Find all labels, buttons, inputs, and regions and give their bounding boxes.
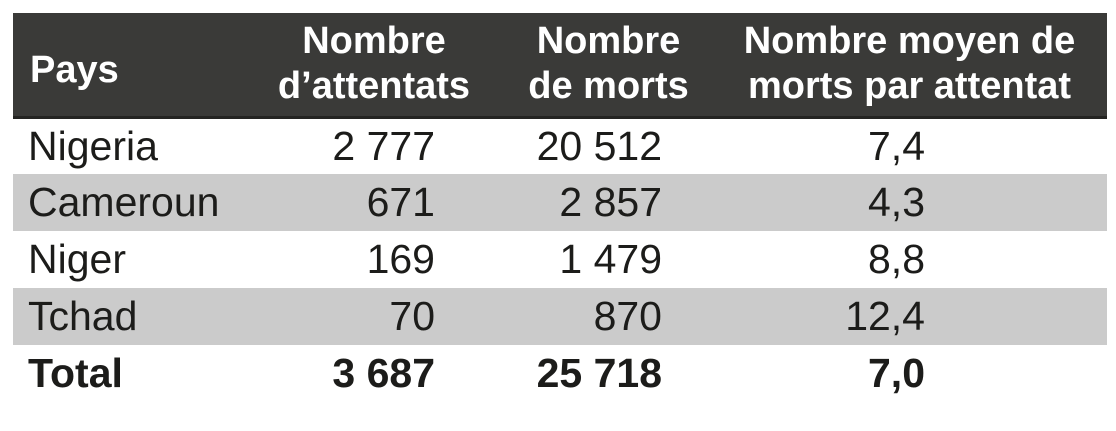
cell-attacks: 169 (366, 235, 435, 282)
header-attentats-line1: Nombre (302, 19, 446, 62)
cell-total-deaths: 25 718 (505, 345, 712, 402)
attacks-by-country-table: Pays Nombre d’attentats Nombre de morts … (13, 13, 1107, 402)
header-morts-line1: Nombre (536, 19, 681, 62)
table-header-row: Pays Nombre d’attentats Nombre de morts … (13, 13, 1107, 119)
cell-deaths: 2 857 (505, 174, 712, 231)
header-nombre-attentats: Nombre d’attentats (243, 13, 505, 119)
cell-deaths: 1 479 (559, 235, 662, 282)
table-row-total: Total 3 687 25 718 7,0 (13, 345, 1107, 402)
cell-country: Nigeria (28, 122, 158, 169)
cell-average: 12,4 (712, 288, 1107, 345)
header-moyenne-line2: morts par attentat (747, 65, 1072, 108)
cell-country: Cameroun (13, 174, 243, 231)
table-row-cameroun: Cameroun 671 2 857 4,3 (13, 174, 1107, 231)
cell-total-label: Total (13, 345, 243, 402)
header-pays-label: Pays (30, 49, 119, 92)
cell-attacks: 2 777 (332, 122, 435, 169)
cell-average: 8,8 (868, 235, 925, 282)
cell-deaths: 870 (505, 288, 712, 345)
table-row-nigeria: Nigeria 2 777 20 512 7,4 (13, 117, 1107, 174)
header-moyenne-line1: Nombre moyen de (743, 19, 1076, 62)
table-row-tchad: Tchad 70 870 12,4 (13, 288, 1107, 345)
cell-average: 4,3 (712, 174, 1107, 231)
header-pays: Pays (13, 13, 243, 119)
cell-country: Niger (28, 235, 126, 282)
cell-total-average: 7,0 (712, 345, 1107, 402)
cell-attacks: 671 (243, 174, 505, 231)
header-attentats-line2: d’attentats (277, 65, 471, 108)
cell-attacks: 70 (243, 288, 505, 345)
table-row-niger: Niger 169 1 479 8,8 (13, 231, 1107, 288)
cell-country: Tchad (13, 288, 243, 345)
cell-average: 7,4 (868, 122, 925, 169)
cell-total-attacks: 3 687 (243, 345, 505, 402)
header-nombre-morts: Nombre de morts (505, 13, 712, 119)
cell-deaths: 20 512 (536, 122, 662, 169)
header-morts-line2: de morts (528, 65, 689, 108)
header-moyenne-morts: Nombre moyen de morts par attentat (712, 13, 1107, 119)
